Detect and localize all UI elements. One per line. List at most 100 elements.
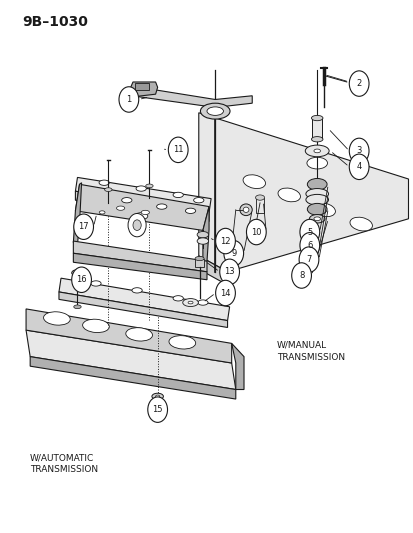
Text: 10: 10 [251, 228, 261, 237]
Ellipse shape [90, 281, 101, 286]
Ellipse shape [185, 208, 195, 214]
Polygon shape [128, 82, 157, 97]
Circle shape [349, 154, 368, 180]
Ellipse shape [74, 305, 81, 309]
Ellipse shape [349, 217, 372, 231]
Circle shape [215, 280, 235, 306]
FancyBboxPatch shape [195, 259, 203, 267]
Polygon shape [26, 330, 235, 390]
Polygon shape [59, 278, 229, 320]
Circle shape [299, 232, 319, 258]
Polygon shape [202, 207, 209, 261]
Polygon shape [73, 183, 81, 244]
Text: 16: 16 [76, 275, 87, 284]
Text: 14: 14 [220, 288, 230, 297]
Ellipse shape [169, 336, 195, 349]
Ellipse shape [313, 149, 320, 153]
Text: 11: 11 [173, 146, 183, 155]
Ellipse shape [206, 107, 223, 115]
Ellipse shape [188, 301, 192, 304]
Polygon shape [198, 113, 408, 272]
Ellipse shape [182, 298, 198, 306]
Polygon shape [139, 87, 252, 108]
Polygon shape [75, 184, 209, 230]
Text: 7: 7 [306, 255, 311, 264]
Circle shape [74, 214, 93, 239]
Polygon shape [73, 241, 206, 272]
Ellipse shape [132, 288, 142, 293]
Text: 12: 12 [220, 237, 230, 246]
Ellipse shape [255, 195, 264, 200]
Ellipse shape [242, 175, 265, 189]
Circle shape [119, 87, 138, 112]
Polygon shape [198, 256, 227, 285]
Ellipse shape [311, 115, 322, 120]
Ellipse shape [304, 145, 328, 157]
Text: 8: 8 [298, 271, 304, 280]
Text: 2: 2 [356, 79, 361, 88]
Ellipse shape [116, 206, 124, 211]
Text: 1: 1 [126, 95, 131, 104]
Ellipse shape [242, 207, 248, 213]
Text: 5: 5 [306, 228, 312, 237]
Ellipse shape [311, 136, 322, 142]
FancyBboxPatch shape [256, 198, 263, 214]
Ellipse shape [306, 157, 327, 169]
Polygon shape [59, 292, 227, 327]
Ellipse shape [312, 203, 335, 216]
Text: 15: 15 [152, 405, 162, 414]
Text: 9: 9 [230, 249, 236, 258]
Ellipse shape [99, 180, 109, 185]
Circle shape [291, 263, 311, 288]
Ellipse shape [83, 319, 109, 333]
Ellipse shape [173, 296, 183, 301]
Text: 13: 13 [224, 268, 234, 276]
Ellipse shape [306, 204, 326, 215]
Circle shape [147, 397, 167, 422]
Circle shape [215, 228, 235, 254]
Polygon shape [26, 309, 231, 363]
Ellipse shape [193, 198, 204, 203]
Polygon shape [75, 191, 209, 221]
Ellipse shape [313, 217, 320, 221]
Circle shape [349, 71, 368, 96]
Polygon shape [73, 253, 206, 280]
Ellipse shape [278, 188, 300, 202]
Ellipse shape [239, 204, 252, 216]
Ellipse shape [156, 204, 166, 209]
Text: 17: 17 [78, 222, 89, 231]
Text: 3: 3 [356, 147, 361, 156]
Ellipse shape [136, 186, 146, 191]
Circle shape [133, 220, 141, 230]
Circle shape [298, 247, 318, 272]
Circle shape [299, 219, 319, 245]
Ellipse shape [309, 215, 324, 223]
Ellipse shape [200, 103, 230, 119]
Ellipse shape [99, 211, 105, 214]
Ellipse shape [173, 192, 183, 198]
Circle shape [219, 259, 239, 285]
Ellipse shape [305, 195, 328, 205]
Ellipse shape [306, 179, 326, 190]
Circle shape [223, 240, 243, 266]
Text: 4: 4 [356, 163, 361, 171]
Ellipse shape [195, 256, 204, 261]
Ellipse shape [152, 393, 163, 400]
Ellipse shape [121, 198, 132, 203]
Ellipse shape [141, 211, 149, 215]
Polygon shape [231, 343, 243, 390]
Text: 9B–1030: 9B–1030 [22, 14, 88, 29]
Circle shape [128, 214, 146, 237]
FancyBboxPatch shape [135, 83, 149, 90]
Text: W/MANUAL
TRANSMISSION: W/MANUAL TRANSMISSION [276, 341, 344, 361]
Ellipse shape [197, 238, 208, 244]
Circle shape [349, 138, 368, 164]
Ellipse shape [104, 188, 112, 191]
Polygon shape [75, 177, 211, 213]
Polygon shape [30, 357, 235, 399]
Circle shape [168, 137, 188, 163]
Ellipse shape [197, 231, 208, 238]
Ellipse shape [305, 189, 328, 199]
Circle shape [246, 219, 266, 245]
Ellipse shape [43, 312, 70, 325]
